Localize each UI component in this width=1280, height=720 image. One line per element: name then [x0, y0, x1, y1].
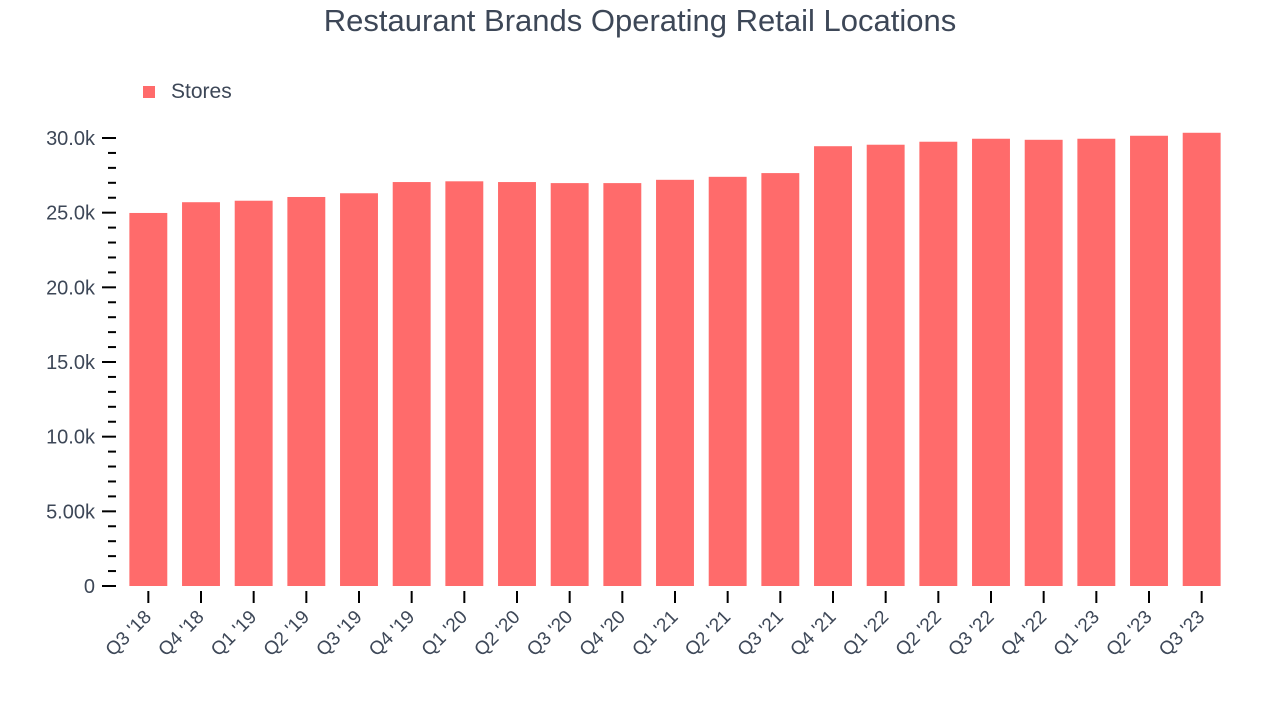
x-tick-label: Q2 '20 — [471, 607, 525, 661]
x-tick-label: Q2 '19 — [260, 607, 314, 661]
x-tick-label: Q1 '20 — [418, 607, 472, 661]
chart-title: Restaurant Brands Operating Retail Locat… — [323, 3, 957, 38]
x-tick-label: Q4 '22 — [997, 607, 1051, 661]
x-tick-label: Q2 '23 — [1103, 607, 1157, 661]
y-tick-label: 25.0k — [46, 203, 96, 225]
bar — [919, 141, 958, 586]
x-tick-label: Q3 '21 — [734, 607, 788, 661]
legend-label-stores: Stores — [171, 80, 232, 103]
bar — [392, 182, 431, 586]
x-tick-label: Q2 '21 — [681, 607, 735, 661]
y-tick-label: 30.0k — [46, 128, 96, 150]
x-tick-label: Q4 '18 — [155, 607, 209, 661]
legend: Stores — [143, 80, 232, 104]
y-tick-label: 0 — [84, 576, 95, 598]
bar — [1024, 139, 1063, 587]
bar — [972, 138, 1010, 586]
y-tick-label: 5.00k — [46, 501, 96, 523]
bar — [603, 183, 642, 586]
bar — [445, 181, 484, 586]
bar — [866, 144, 905, 586]
bar — [234, 200, 273, 586]
bar — [182, 202, 220, 587]
x-tick-label: Q2 '22 — [892, 607, 946, 661]
bar — [1130, 135, 1168, 586]
x-tick-label: Q3 '20 — [523, 607, 577, 661]
x-tick-label: Q1 '19 — [207, 607, 261, 661]
x-tick-label: Q3 '23 — [1155, 607, 1209, 661]
x-tick-label: Q3 '22 — [945, 607, 999, 661]
y-tick-label: 20.0k — [46, 277, 96, 299]
bar — [761, 173, 800, 587]
x-tick-label: Q1 '22 — [839, 607, 893, 661]
bar — [498, 182, 536, 586]
bar — [129, 212, 168, 586]
legend-swatch-stores — [143, 86, 155, 98]
x-tick-label: Q4 '21 — [787, 607, 841, 661]
x-tick-label: Q3 '19 — [313, 607, 367, 661]
bar — [1182, 132, 1221, 587]
bar — [656, 179, 694, 586]
x-tick-label: Q4 '19 — [365, 607, 419, 661]
x-tick-label: Q3 '18 — [102, 607, 156, 661]
y-tick-label: 10.0k — [46, 427, 96, 449]
bar — [550, 183, 589, 586]
bar — [287, 196, 326, 586]
bar — [1077, 138, 1116, 586]
y-tick-label: 15.0k — [46, 352, 96, 374]
x-tick-label: Q1 '21 — [629, 607, 683, 661]
bar — [340, 193, 378, 586]
x-tick-label: Q1 '23 — [1050, 607, 1104, 661]
bar — [708, 176, 747, 586]
bar — [814, 146, 852, 587]
x-tick-label: Q4 '20 — [576, 607, 630, 661]
